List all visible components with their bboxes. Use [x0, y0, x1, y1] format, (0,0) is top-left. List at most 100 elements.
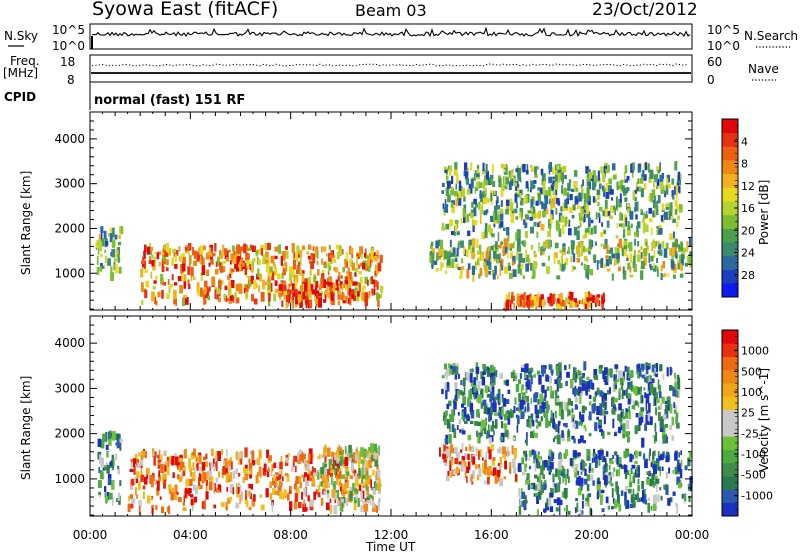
range-cell	[443, 411, 446, 418]
range-cell	[335, 489, 339, 498]
range-cell	[140, 455, 143, 463]
range-cell	[575, 507, 577, 513]
range-cell	[627, 262, 631, 270]
range-cell	[632, 476, 635, 484]
range-cell	[507, 240, 510, 251]
range-cell	[462, 377, 466, 387]
range-cell	[106, 492, 110, 500]
colorbar-swatch	[722, 369, 738, 384]
range-cell	[354, 488, 359, 494]
range-cell	[113, 261, 116, 270]
range-cell	[671, 435, 675, 441]
range-cell	[502, 163, 507, 168]
range-cell	[554, 397, 557, 405]
range-cell	[204, 461, 208, 467]
range-cell	[521, 216, 523, 221]
range-cell	[277, 476, 281, 481]
range-cell	[543, 396, 547, 401]
range-cell	[546, 386, 550, 391]
range-cell	[230, 260, 232, 265]
range-cell	[453, 428, 457, 438]
range-cell	[316, 260, 319, 265]
range-cell	[657, 195, 661, 204]
range-cell	[341, 463, 344, 468]
range-cell	[487, 477, 490, 485]
range-cell	[557, 173, 560, 183]
range-cell	[166, 466, 170, 475]
range-cell	[223, 294, 227, 299]
range-cell	[518, 296, 521, 303]
range-cell	[554, 242, 559, 249]
range-cell	[596, 484, 601, 491]
range-cell	[219, 266, 224, 273]
range-cell	[465, 371, 469, 378]
range-cell	[484, 188, 487, 196]
range-cell	[461, 442, 464, 452]
range-cell	[676, 259, 680, 264]
range-cell	[500, 200, 503, 207]
range-cell	[104, 241, 109, 246]
range-cell	[493, 430, 495, 436]
range-cell	[145, 451, 147, 459]
range-cell	[545, 400, 549, 408]
range-cell	[476, 475, 480, 481]
range-cell	[310, 252, 313, 260]
range-cell	[281, 251, 286, 261]
range-cell	[581, 386, 583, 396]
range-cell	[557, 259, 561, 265]
range-cell	[455, 366, 459, 375]
range-cell	[553, 293, 556, 300]
range-cell	[565, 380, 568, 387]
range-cell	[364, 252, 366, 258]
range-cell	[485, 434, 488, 440]
range-cell	[436, 252, 439, 261]
range-cell	[609, 189, 614, 195]
range-cell	[159, 496, 162, 500]
range-cell	[640, 208, 643, 213]
range-cell	[490, 444, 494, 451]
range-cell	[588, 466, 591, 473]
range-cell	[221, 244, 225, 253]
range-cell	[576, 230, 580, 240]
range-cell	[530, 375, 533, 385]
range-cell	[564, 199, 568, 209]
range-cell	[552, 180, 556, 185]
range-cell	[317, 269, 320, 276]
range-cell	[249, 264, 252, 270]
range-cell	[573, 388, 577, 397]
range-cell	[580, 483, 583, 491]
range-cell	[304, 282, 308, 292]
range-cell	[484, 459, 487, 470]
range-cell	[587, 497, 590, 507]
range-cell	[128, 495, 130, 502]
range-cell	[351, 293, 355, 299]
range-cell	[516, 202, 518, 209]
range-cell	[675, 204, 679, 211]
range-cell	[626, 208, 630, 213]
range-cell	[530, 300, 534, 306]
range-cell	[657, 451, 660, 459]
range-cell	[454, 458, 459, 465]
range-cell	[588, 172, 593, 179]
range-cell	[307, 468, 311, 475]
range-cell	[572, 204, 576, 211]
range-cell	[485, 223, 488, 233]
colorbar-swatch	[722, 330, 738, 344]
range-cell	[577, 225, 580, 229]
range-cell	[672, 274, 676, 279]
range-cell	[283, 489, 287, 497]
range-cell	[456, 247, 459, 257]
range-cell	[525, 453, 528, 460]
range-cell	[543, 509, 546, 513]
range-cell	[672, 469, 675, 474]
range-cell	[297, 252, 300, 258]
range-cell	[595, 178, 597, 187]
range-cell	[532, 430, 535, 436]
range-cell	[674, 185, 679, 195]
range-cell	[576, 477, 580, 484]
range-cell	[554, 164, 557, 171]
range-cell	[648, 376, 651, 381]
range-cell	[553, 435, 558, 440]
range-cell	[530, 167, 535, 173]
range-cell	[495, 241, 498, 250]
